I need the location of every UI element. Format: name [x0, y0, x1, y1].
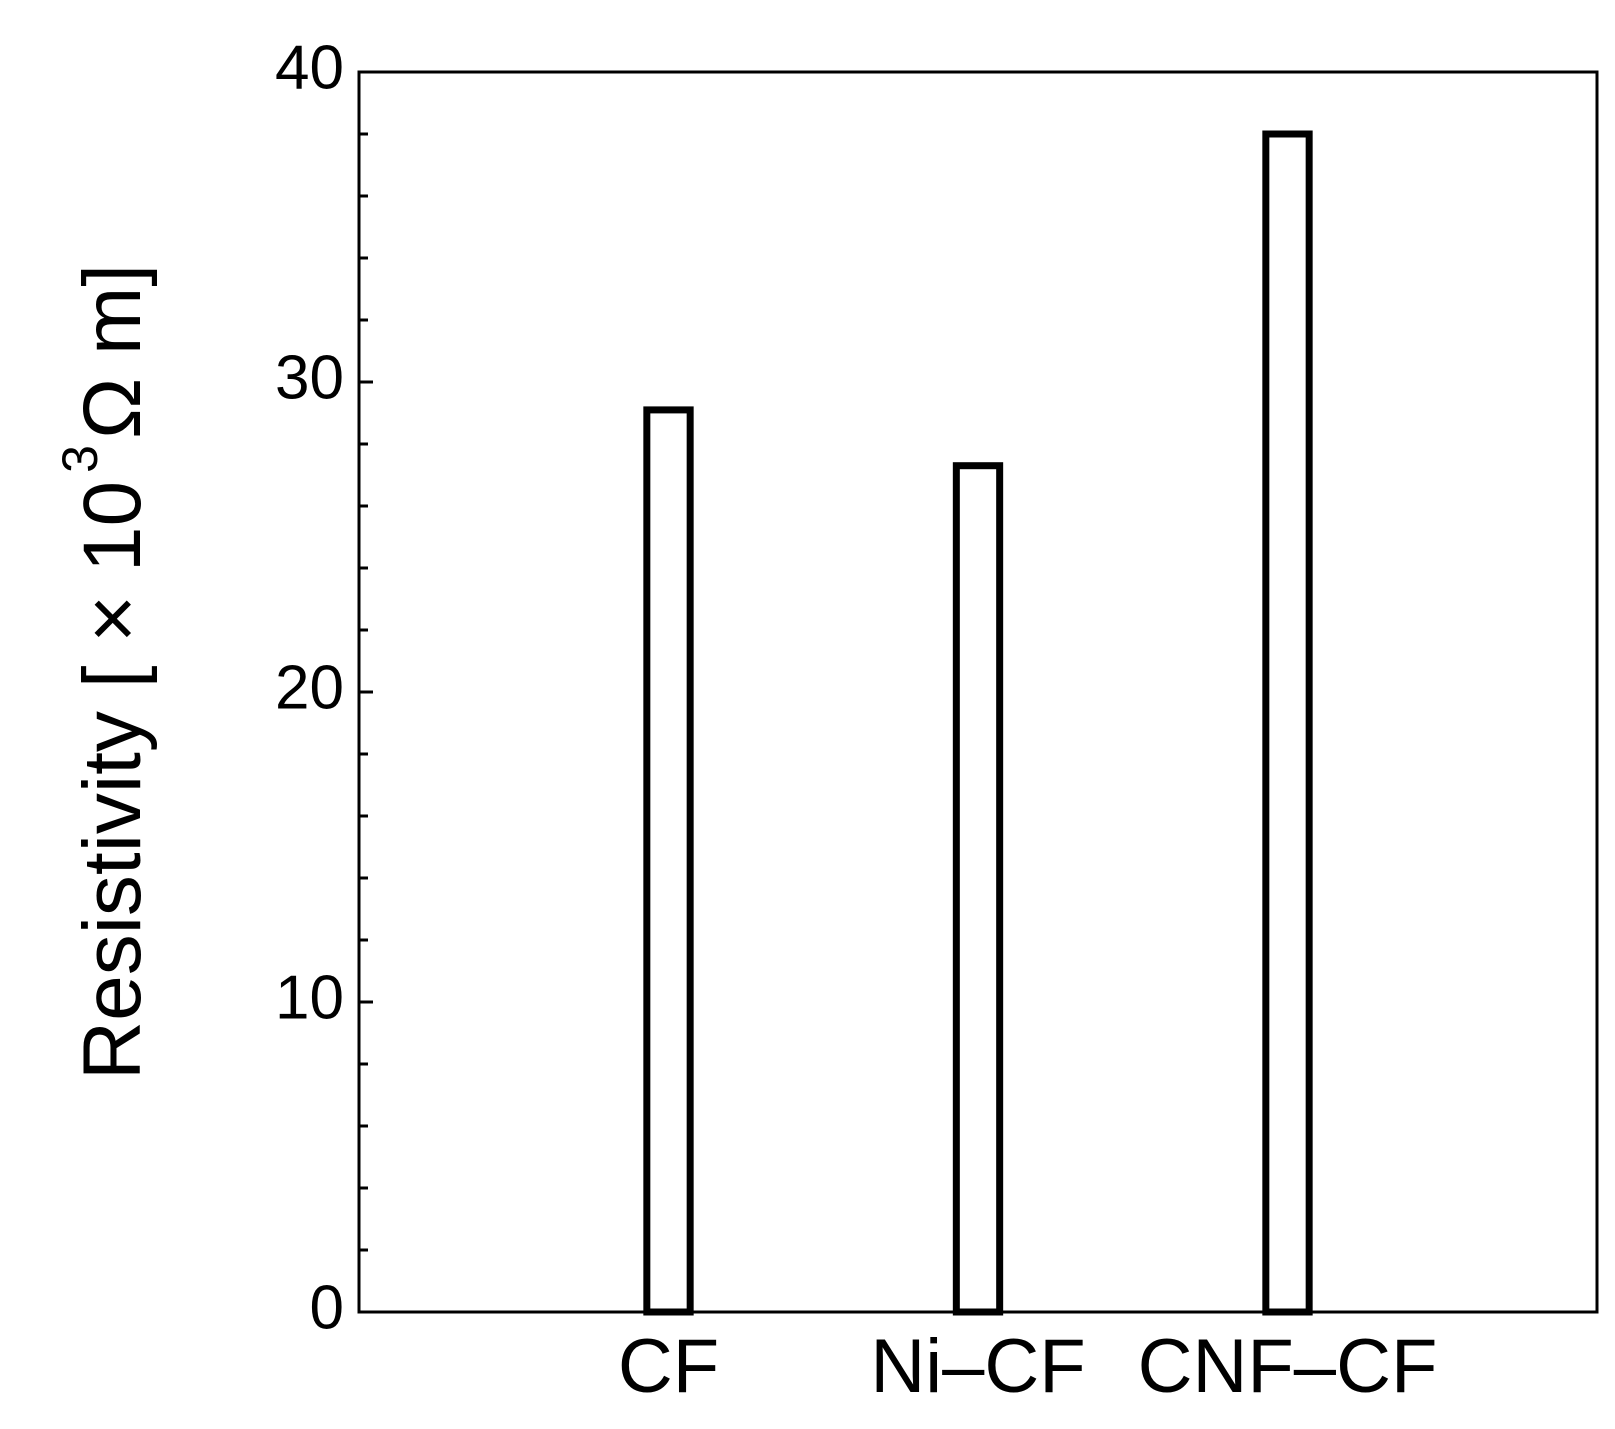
y-label-superscript: 3: [52, 445, 108, 473]
y-tick-label: 20: [275, 653, 344, 722]
y-tick-label: 40: [275, 33, 344, 102]
y-tick-label: 30: [275, 343, 344, 412]
x-tick-label: Ni–CF: [870, 1324, 1085, 1409]
y-label-text: Resistivity [ × 10: [67, 481, 158, 1080]
y-label-unit: Ω m]: [67, 264, 158, 439]
bar: [952, 462, 1004, 1316]
y-tick-label: 10: [275, 963, 344, 1032]
x-tick-label: CNF–CF: [1138, 1324, 1438, 1409]
y-tick-label: 0: [310, 1273, 344, 1342]
y-axis-label: Resistivity [ × 10 3 Ω m]: [52, 264, 157, 1080]
bar: [643, 406, 694, 1316]
bar: [1262, 130, 1313, 1316]
x-tick-label: CF: [618, 1324, 719, 1409]
